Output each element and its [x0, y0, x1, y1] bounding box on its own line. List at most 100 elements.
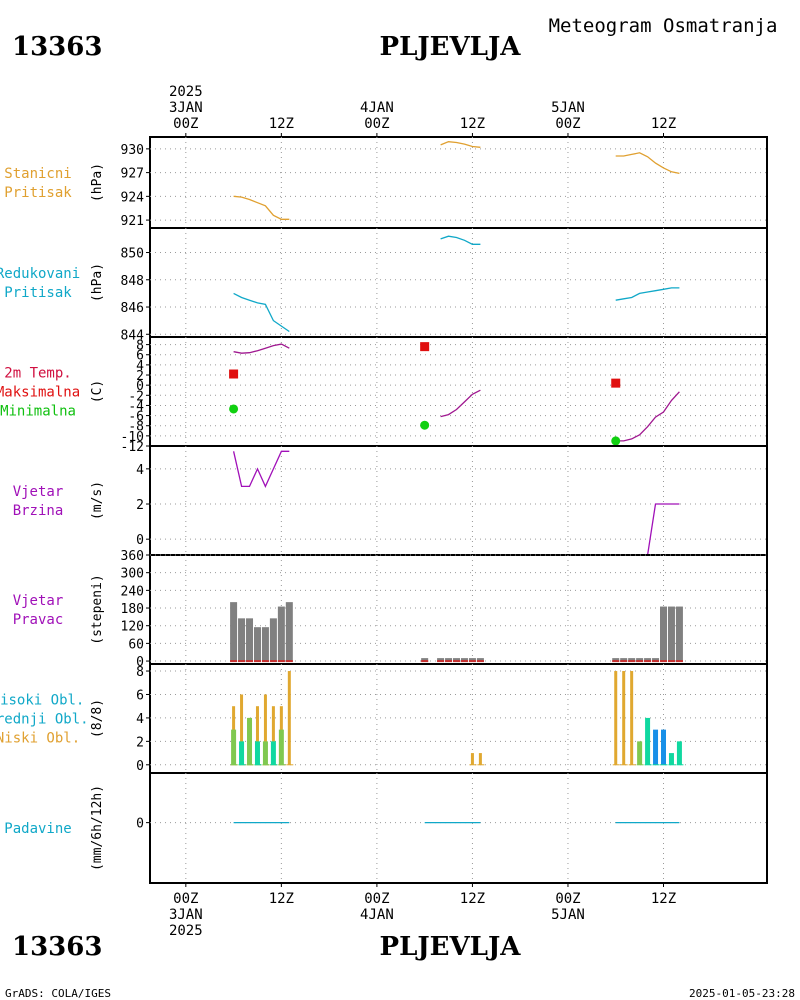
- wind-dir-base: [246, 660, 254, 663]
- y-tick-label: 300: [121, 567, 144, 582]
- wind-dir-base: [476, 660, 484, 663]
- panel-precipitation: 0 (mm/6h/12h) Padavine: [4, 772, 768, 884]
- wind-dir-base: [437, 660, 445, 663]
- time-label: 12Z: [651, 891, 676, 907]
- y-tick-label: 0: [136, 655, 144, 670]
- tmin-marker: [611, 436, 621, 446]
- panel-label: Pritisak: [4, 285, 72, 301]
- panel-label: Maksimalna: [0, 385, 80, 401]
- panel-label: Brzina: [13, 503, 64, 519]
- panel-label: Redukovani: [0, 266, 80, 282]
- y-tick-label: -8: [128, 420, 144, 435]
- y-tick-label: 0: [136, 817, 144, 832]
- cloud-bar: [478, 753, 482, 765]
- panel-label: Padavine: [4, 821, 71, 837]
- y-tick-label: 60: [128, 637, 144, 652]
- cloud-bar: [262, 741, 268, 765]
- panel-wind-direction: 0 60 120 180 240 300 360 (stepeni) Vjetar Pravac: [13, 549, 768, 670]
- series-line: [615, 152, 680, 175]
- cloud-bar: [271, 706, 275, 765]
- cloud-bar: [668, 753, 674, 765]
- y-tick-label: 0: [136, 379, 144, 394]
- wind-dir-bar: [675, 606, 683, 663]
- panel-label: Minimalna: [0, 404, 76, 420]
- station-id-bottom: 13363: [12, 932, 102, 962]
- tmax-marker: [229, 369, 239, 379]
- cloud-bar: [676, 741, 682, 765]
- wind-dir-bar: [660, 606, 668, 663]
- y-axis-label: (mm/6h/12h): [90, 785, 105, 871]
- y-tick-label: 927: [121, 167, 144, 182]
- y-tick-label: 844: [121, 328, 145, 343]
- panel-station-pressure: 921 924 927 930 (hPa) Stanicni Pritisak: [4, 136, 768, 229]
- y-tick-label: 2: [136, 369, 144, 384]
- series-line: [233, 195, 290, 220]
- wind-dir-bar: [238, 618, 246, 663]
- timestamp-text: 2025-01-05-23:28: [689, 987, 795, 1000]
- panel-frame: [149, 136, 768, 229]
- y-tick-label: -12: [121, 440, 144, 455]
- time-label: 12Z: [651, 116, 676, 132]
- wind-dir-base: [468, 660, 476, 663]
- series-line: [233, 343, 290, 354]
- cloud-base: [477, 764, 485, 766]
- series-line: [615, 391, 680, 442]
- product-title: Meteogram Osmatranja: [549, 15, 778, 37]
- cloud-base: [644, 764, 652, 766]
- panel-label: Niski Obl.: [0, 731, 80, 747]
- series-line: [232, 450, 290, 488]
- y-tick-label: -10: [121, 430, 144, 445]
- y-tick-label: -6: [128, 410, 144, 425]
- y-tick-label: 240: [121, 584, 144, 599]
- wind-dir-base: [261, 660, 269, 663]
- station-name-top: PLJEVLJA: [380, 32, 522, 62]
- time-label: 12Z: [269, 891, 294, 907]
- cloud-bar: [270, 741, 276, 765]
- cloud-bar: [614, 671, 618, 765]
- cloud-bar: [630, 671, 634, 765]
- cloud-base: [469, 764, 477, 766]
- wind-dir-base: [660, 660, 668, 663]
- cloud-base: [246, 764, 254, 766]
- cloud-base: [628, 764, 636, 766]
- y-tick-label: 180: [121, 602, 144, 617]
- time-label: 5JAN: [551, 907, 585, 923]
- series-line: [440, 235, 481, 245]
- wind-dir-base: [253, 660, 261, 663]
- cloud-bar: [622, 671, 626, 765]
- wind-dir-bar: [246, 618, 254, 663]
- time-label: 2025: [169, 923, 203, 939]
- wind-dir-base: [421, 660, 429, 663]
- station-name-bottom: PLJEVLJA: [380, 932, 522, 962]
- cloud-base: [262, 764, 270, 766]
- cloud-bar: [653, 729, 659, 765]
- y-tick-label: 360: [121, 549, 144, 564]
- cloud-base: [230, 764, 238, 766]
- tmax-marker: [420, 342, 430, 352]
- y-axis-label: (C): [90, 380, 105, 403]
- wind-dir-base: [453, 660, 461, 663]
- wind-dir-base: [285, 660, 293, 663]
- cloud-base: [286, 764, 294, 766]
- time-label: 3JAN: [169, 100, 203, 116]
- tmax-marker: [611, 378, 621, 388]
- wind-dir-base: [230, 660, 238, 663]
- wind-dir-base: [628, 660, 636, 663]
- cloud-base: [636, 764, 644, 766]
- cloud-base: [652, 764, 660, 766]
- wind-dir-base: [445, 660, 453, 663]
- wind-dir-bar: [667, 606, 675, 663]
- wind-dir-base: [238, 660, 246, 663]
- panel-label: Visoki Obl.: [0, 693, 84, 709]
- y-tick-label: 6: [136, 688, 144, 703]
- credit-text: GrADS: COLA/IGES: [5, 987, 111, 1000]
- time-label: 00Z: [173, 891, 198, 907]
- time-label: 00Z: [364, 116, 389, 132]
- panel-label: Vjetar: [13, 484, 64, 500]
- wind-dir-base: [675, 660, 683, 663]
- cloud-base: [668, 764, 676, 766]
- wind-dir-base: [667, 660, 675, 663]
- wind-dir-bar: [285, 602, 293, 663]
